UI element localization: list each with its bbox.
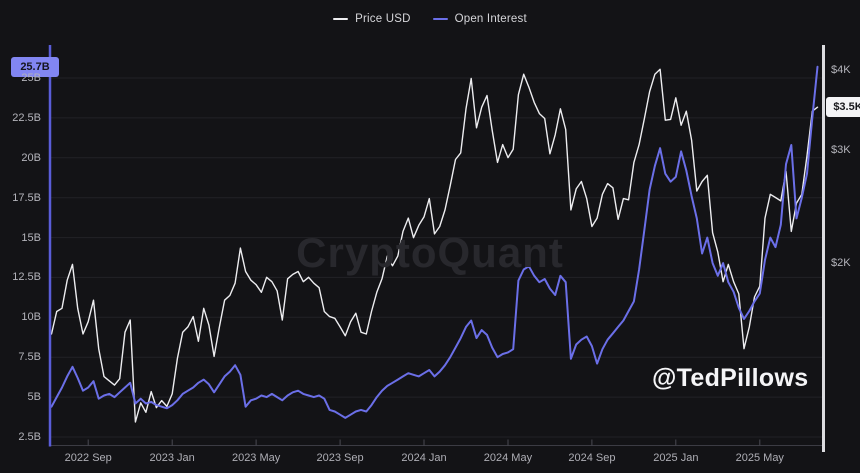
right-axis-tick-label: $2K bbox=[831, 257, 851, 269]
x-axis-tick-label: 2023 Jan bbox=[149, 452, 195, 464]
author-handle: @TedPillows bbox=[652, 364, 809, 392]
x-axis-tick-label: 2024 Jan bbox=[401, 452, 447, 464]
cryptoquant-watermark: CryptoQuant bbox=[296, 229, 564, 276]
right-axis-tick-label: $3K bbox=[831, 144, 851, 157]
legend: Price USD Open Interest bbox=[0, 13, 860, 25]
left-axis-tick-label: 25B bbox=[21, 72, 41, 84]
price-line-swatch-icon bbox=[333, 18, 349, 20]
open-interest-last-value-badge: 25.7B bbox=[11, 56, 59, 77]
left-axis-tick-label: 20B bbox=[21, 151, 41, 164]
x-axis-tick-label: 2025 Jan bbox=[653, 452, 699, 464]
left-axis-tick-label: 2.5B bbox=[18, 431, 41, 443]
legend-label-price: Price USD bbox=[355, 13, 411, 25]
left-axis-tick-label: 5B bbox=[27, 391, 41, 404]
legend-item-price[interactable]: Price USD bbox=[333, 13, 410, 25]
left-axis-tick-label: 10B bbox=[21, 311, 41, 324]
open-interest-line bbox=[50, 65, 819, 419]
left-axis-tick-label: 12.5B bbox=[12, 271, 41, 284]
right-axis-tick-label: $4K bbox=[831, 64, 851, 76]
x-axis-tick-label: 2023 Sep bbox=[316, 452, 364, 464]
left-axis-tick-label: 17.5B bbox=[12, 191, 41, 204]
x-axis-tick-label: 2022 Sep bbox=[64, 452, 112, 464]
price-last-value-badge: $3.5K bbox=[826, 97, 860, 118]
price-usd-line bbox=[50, 68, 819, 423]
x-axis-tick-label: 2024 Sep bbox=[568, 452, 616, 464]
open-interest-line-swatch-icon bbox=[432, 18, 448, 20]
legend-item-open-interest[interactable]: Open Interest bbox=[432, 13, 527, 25]
x-axis-tick-label: 2023 May bbox=[231, 452, 281, 464]
x-axis-tick-label: 2025 May bbox=[735, 452, 784, 464]
legend-label-open-interest: Open Interest bbox=[454, 13, 527, 25]
left-axis-tick-label: 22.5B bbox=[12, 111, 41, 124]
x-axis-tick-label: 2024 May bbox=[483, 452, 533, 464]
left-axis-tick-label: 15B bbox=[21, 231, 41, 244]
left-axis-tick-label: 7.5B bbox=[18, 351, 41, 364]
